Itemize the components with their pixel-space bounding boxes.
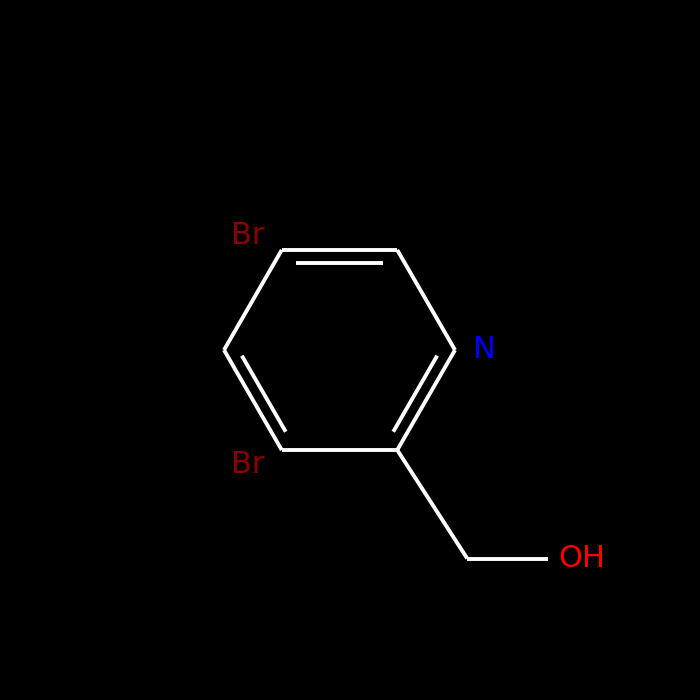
Text: Br: Br bbox=[231, 221, 265, 251]
Text: Br: Br bbox=[231, 449, 264, 479]
Text: OH: OH bbox=[559, 544, 606, 573]
Text: N: N bbox=[473, 335, 496, 365]
